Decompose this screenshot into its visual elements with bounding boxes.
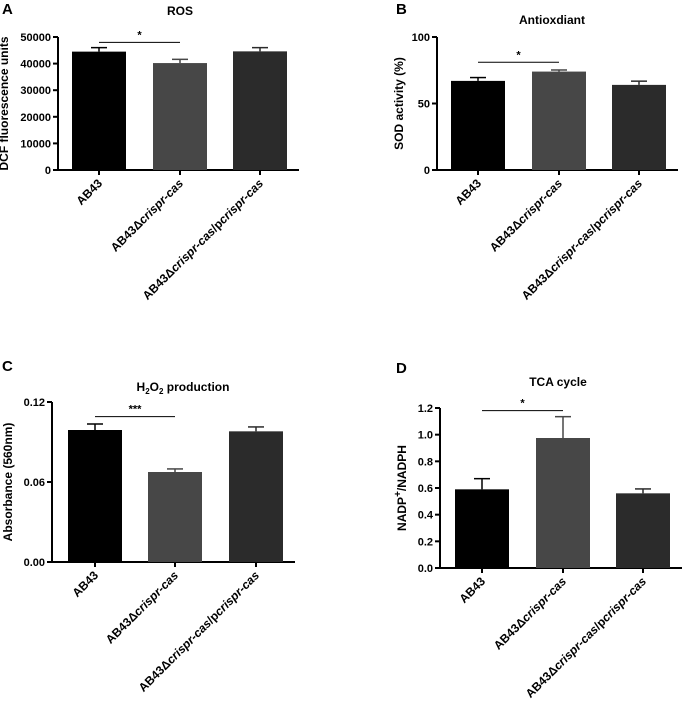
- label-italic: crispr-cas: [168, 224, 219, 275]
- bar: [233, 51, 287, 170]
- significance-label: *: [520, 398, 525, 410]
- bar: [68, 430, 122, 562]
- bar: [532, 71, 586, 170]
- y-tick-label: 0: [45, 165, 51, 177]
- y-tick-label: 1.2: [418, 403, 433, 415]
- panel-letter: D: [396, 360, 407, 377]
- title-part: 2: [159, 387, 164, 396]
- title-part: 2: [145, 387, 150, 396]
- y-tick-label: 30000: [20, 85, 51, 97]
- y-axis-label: SOD activity (%): [392, 57, 406, 150]
- chart-title: H2O2 production: [137, 380, 230, 396]
- y-tick-label: 0.00: [24, 557, 45, 569]
- label-italic: crispr-cas: [551, 622, 602, 673]
- bar: [229, 431, 283, 562]
- label-italic: crispr-cas: [136, 176, 187, 227]
- label-part: NADP: [395, 497, 409, 531]
- y-tick-label: 0.6: [418, 483, 433, 495]
- label-italic: crispr-cas: [216, 176, 267, 227]
- y-tick-label: 0.4: [418, 510, 434, 522]
- bar: [451, 80, 505, 170]
- bar: [536, 438, 590, 568]
- label-sup: +: [393, 491, 404, 497]
- y-tick-label: 50: [418, 99, 430, 111]
- y-tick-label: 0.12: [24, 397, 45, 409]
- panel-b: B Antioxdiant 0 50 100 SOD activity (%) AB43AB…: [392, 1, 678, 303]
- label-italic: crispr-cas: [519, 574, 570, 625]
- x-tick-label: AB43: [453, 176, 485, 208]
- label-italic: crispr-cas: [212, 568, 263, 619]
- y-tick-label: 100: [412, 32, 430, 44]
- y-tick-label: 40000: [20, 59, 51, 71]
- y-axis-label: NADP+/NADPH: [393, 445, 409, 531]
- label-part: /NADPH: [395, 445, 409, 491]
- y-tick-label: 0: [424, 165, 430, 177]
- bar: [153, 63, 207, 170]
- bar: [616, 493, 670, 568]
- label-italic: crispr-cas: [595, 176, 646, 227]
- bar: [148, 472, 202, 562]
- label-italic: crispr-cas: [515, 176, 566, 227]
- panel-letter: A: [2, 1, 13, 18]
- x-tick-label: AB43Δcrispr-cas: [487, 176, 565, 254]
- chart-title: TCA cycle: [529, 375, 587, 389]
- y-tick-label: 0.06: [24, 477, 45, 489]
- title-part: O: [150, 380, 159, 394]
- y-axis-label: DCF fluorescence units: [0, 36, 11, 170]
- title-part: H: [137, 380, 146, 394]
- y-tick-label: 50000: [20, 32, 51, 44]
- x-tick-label: AB43Δcrispr-cas: [108, 176, 186, 254]
- y-tick-label: 20000: [20, 112, 51, 124]
- significance-label: *: [137, 29, 142, 41]
- label-italic: crispr-cas: [131, 568, 182, 619]
- panel-letter: C: [2, 358, 13, 375]
- title-part: production: [163, 380, 229, 394]
- label-italic: crispr-cas: [164, 616, 215, 667]
- bar: [72, 51, 126, 170]
- y-tick-label: 1.0: [418, 430, 433, 442]
- significance-label: *: [516, 49, 521, 61]
- panel-d: D TCA cycle 0.0 0.2 0.4 0.6 0.8 1.0 1.2 NADP+/NAD…: [393, 360, 682, 701]
- y-axis-label: Absorbance (560nm): [1, 423, 15, 542]
- y-tick-label: 0.8: [418, 456, 433, 468]
- y-tick-label: 0.0: [418, 563, 433, 575]
- x-tick-label: AB43: [457, 574, 489, 606]
- chart-title: ROS: [167, 4, 193, 18]
- label-italic: crispr-cas: [599, 574, 650, 625]
- x-tick-label: AB43: [74, 176, 106, 208]
- y-tick-label: 10000: [20, 138, 51, 150]
- y-tick-label: 0.2: [418, 536, 433, 548]
- bar: [612, 84, 666, 170]
- label-italic: crispr-cas: [547, 224, 598, 275]
- chart-title: Antioxdiant: [519, 13, 585, 27]
- x-tick-label: AB43Δcrispr-cas: [103, 568, 181, 646]
- significance-label: ***: [129, 404, 143, 416]
- panel-letter: B: [396, 1, 407, 18]
- x-tick-label: AB43: [70, 568, 102, 600]
- x-tick-label: AB43Δcrispr-cas: [491, 574, 569, 652]
- bar: [455, 489, 509, 568]
- panel-a: A ROS 0 10000 20000 30000 40000 50000 DCF fluore…: [0, 1, 299, 303]
